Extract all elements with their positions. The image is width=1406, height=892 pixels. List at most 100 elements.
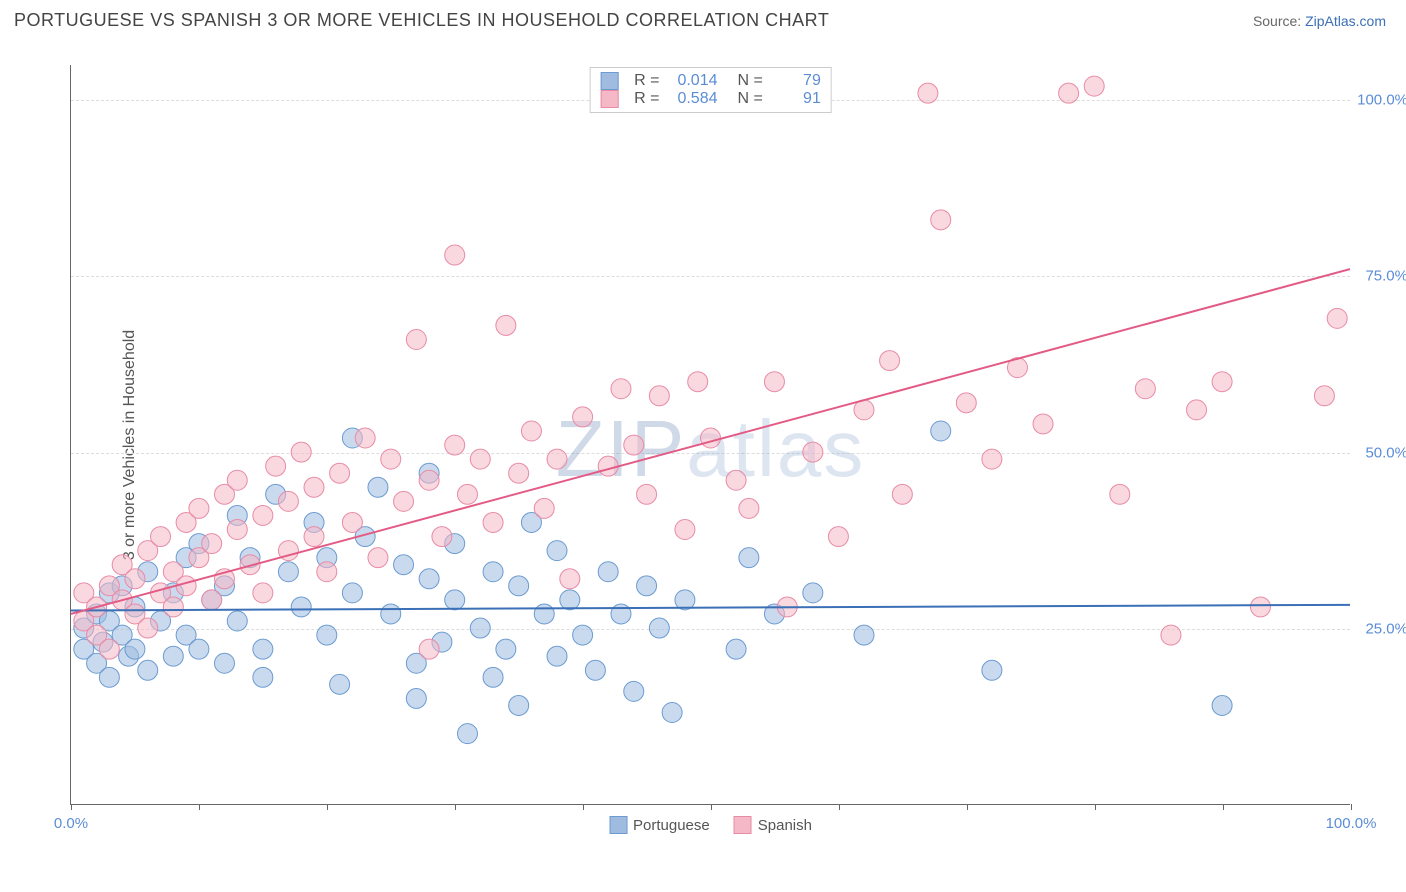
scatter-point — [918, 83, 938, 103]
scatter-point — [419, 569, 439, 589]
scatter-point — [880, 351, 900, 371]
scatter-point — [496, 639, 516, 659]
x-tick — [1351, 804, 1352, 810]
scatter-point — [342, 512, 362, 532]
r-label: R = — [634, 90, 659, 108]
scatter-point — [330, 463, 350, 483]
scatter-point — [739, 498, 759, 518]
corr-row-portuguese: R = 0.014 N = 79 — [600, 72, 821, 90]
scatter-point — [560, 590, 580, 610]
scatter-point — [278, 491, 298, 511]
scatter-point — [470, 618, 490, 638]
n-label: N = — [738, 72, 763, 90]
scatter-point — [1161, 625, 1181, 645]
scatter-point — [342, 583, 362, 603]
r-label: R = — [634, 72, 659, 90]
scatter-point — [803, 583, 823, 603]
scatter-point — [701, 428, 721, 448]
trend-line — [71, 269, 1350, 614]
scatter-point — [151, 527, 171, 547]
x-tick — [711, 804, 712, 810]
scatter-point — [509, 695, 529, 715]
scatter-point — [394, 491, 414, 511]
y-tick-label: 100.0% — [1357, 92, 1406, 109]
scatter-point — [573, 407, 593, 427]
scatter-point — [330, 674, 350, 694]
scatter-plot: R = 0.014 N = 79 R = 0.584 N = 91 ZIPatl… — [70, 65, 1350, 805]
scatter-point — [573, 625, 593, 645]
scatter-point — [99, 639, 119, 659]
scatter-point — [278, 562, 298, 582]
scatter-point — [253, 583, 273, 603]
legend-label: Portuguese — [633, 817, 710, 834]
scatter-point — [253, 639, 273, 659]
header: PORTUGUESE VS SPANISH 3 OR MORE VEHICLES… — [0, 0, 1406, 41]
scatter-point — [560, 569, 580, 589]
scatter-point — [1327, 308, 1347, 328]
y-tick-label: 25.0% — [1365, 620, 1406, 637]
scatter-point — [445, 435, 465, 455]
scatter-point — [483, 562, 503, 582]
scatter-point — [457, 484, 477, 504]
scatter-point — [368, 548, 388, 568]
scatter-point — [649, 618, 669, 638]
scatter-point — [1033, 414, 1053, 434]
source-link[interactable]: ZipAtlas.com — [1305, 13, 1386, 29]
scatter-point — [598, 456, 618, 476]
scatter-point — [457, 724, 477, 744]
scatter-point — [764, 372, 784, 392]
scatter-point — [381, 604, 401, 624]
scatter-point — [547, 541, 567, 561]
scatter-point — [1110, 484, 1130, 504]
chart-container: 3 or more Vehicles in Household R = 0.01… — [50, 55, 1390, 835]
swatch-spanish — [600, 90, 618, 108]
scatter-point — [125, 569, 145, 589]
scatter-point — [611, 604, 631, 624]
scatter-point — [432, 527, 452, 547]
scatter-point — [163, 646, 183, 666]
r-value: 0.584 — [670, 90, 718, 108]
scatter-point — [624, 681, 644, 701]
scatter-point — [1212, 372, 1232, 392]
scatter-point — [649, 386, 669, 406]
scatter-point — [355, 428, 375, 448]
scatter-point — [521, 421, 541, 441]
plot-svg — [71, 65, 1350, 804]
scatter-point — [803, 442, 823, 462]
scatter-point — [304, 527, 324, 547]
scatter-point — [931, 210, 951, 230]
scatter-point — [189, 639, 209, 659]
scatter-point — [253, 667, 273, 687]
swatch-portuguese — [609, 816, 627, 834]
source-attribution: Source: ZipAtlas.com — [1253, 13, 1386, 29]
scatter-point — [138, 660, 158, 680]
scatter-point — [688, 372, 708, 392]
scatter-point — [637, 484, 657, 504]
scatter-point — [662, 703, 682, 723]
x-tick — [327, 804, 328, 810]
scatter-point — [1084, 76, 1104, 96]
chart-title: PORTUGUESE VS SPANISH 3 OR MORE VEHICLES… — [14, 10, 829, 31]
scatter-point — [675, 520, 695, 540]
scatter-point — [202, 590, 222, 610]
y-tick-label: 50.0% — [1365, 444, 1406, 461]
scatter-point — [445, 590, 465, 610]
scatter-point — [445, 245, 465, 265]
scatter-point — [381, 449, 401, 469]
scatter-point — [624, 435, 644, 455]
scatter-point — [291, 597, 311, 617]
scatter-point — [317, 562, 337, 582]
scatter-point — [138, 618, 158, 638]
scatter-point — [125, 639, 145, 659]
scatter-point — [547, 449, 567, 469]
scatter-point — [1212, 695, 1232, 715]
scatter-point — [982, 449, 1002, 469]
x-tick — [455, 804, 456, 810]
scatter-point — [598, 562, 618, 582]
scatter-point — [394, 555, 414, 575]
scatter-point — [202, 534, 222, 554]
scatter-point — [726, 639, 746, 659]
x-tick — [1223, 804, 1224, 810]
scatter-point — [1135, 379, 1155, 399]
legend-label: Spanish — [758, 817, 812, 834]
